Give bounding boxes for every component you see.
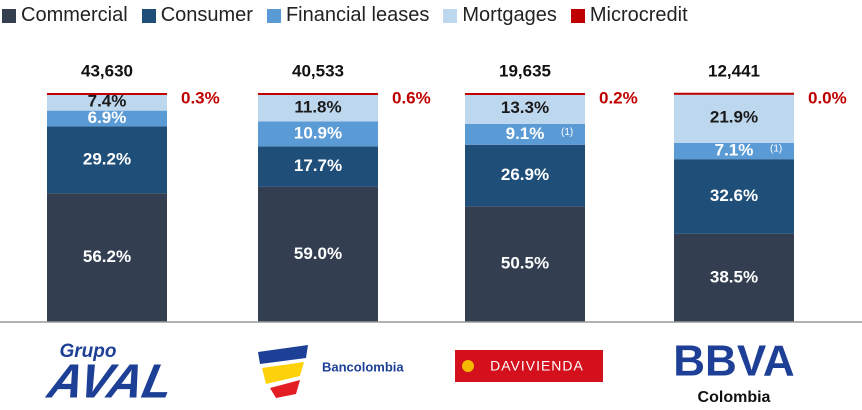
data-label: 7.1% [715, 141, 754, 160]
data-label: 59.0% [294, 244, 342, 263]
data-label: 13.3% [501, 98, 549, 117]
legend-label: Commercial [21, 4, 128, 26]
data-label: 50.5% [501, 254, 549, 273]
logo-text: AVAL [42, 355, 178, 408]
legend-swatch [266, 8, 281, 23]
bar-segment [47, 93, 167, 111]
legend-item: Microcredit [570, 4, 688, 27]
logo-shape [270, 380, 300, 398]
logo-shape [455, 350, 603, 382]
bar-segment [674, 142, 794, 160]
legend-swatch [141, 8, 156, 23]
bar-segment [674, 92, 794, 143]
bar-segment [674, 233, 794, 322]
logo-shape [462, 360, 474, 372]
bar-segment [465, 93, 585, 95]
logo-shape [258, 345, 308, 364]
data-label: 0.2% [599, 88, 638, 107]
logo-text: Colombia [698, 389, 771, 406]
bar-segment [674, 92, 794, 95]
data-label: 56.2% [83, 247, 131, 266]
footnote-mark: (1) [770, 144, 782, 155]
legend-item: Financial leases [266, 4, 430, 27]
bar-segment [674, 159, 794, 234]
bar-segment [47, 126, 167, 194]
logo-text: Grupo [60, 341, 117, 362]
bar-segment [258, 121, 378, 147]
data-label: 9.1% [506, 124, 545, 143]
bar-segment [465, 123, 585, 145]
legend-label: Mortgages [462, 4, 557, 26]
bar-segment [258, 186, 378, 322]
bar-segment [47, 110, 167, 127]
footnote-mark: (1) [561, 127, 573, 138]
data-label: 7.4% [88, 92, 127, 111]
legend-label: Consumer [160, 4, 253, 26]
logo-shape [262, 362, 304, 384]
logo-text: Bancolombia [322, 359, 404, 374]
total-label: 40,533 [292, 61, 344, 80]
legend: Commercial Consumer Financial leases Mortga… [2, 4, 688, 27]
legend-label: Financial leases [285, 4, 430, 26]
data-label: 10.9% [294, 123, 342, 142]
total-label: 19,635 [499, 61, 551, 80]
logo-text: DAVIVIENDA [490, 358, 584, 374]
data-label: 0.0% [808, 88, 847, 107]
data-label: 21.9% [710, 107, 758, 126]
bar-segment [47, 93, 167, 95]
data-label: 26.9% [501, 165, 549, 184]
bar-segment [258, 93, 378, 95]
data-label: 6.9% [88, 108, 127, 127]
logo-text: BBVA [673, 337, 794, 386]
total-label: 43,630 [81, 61, 133, 80]
legend-item: Consumer [141, 4, 253, 27]
bar-segment [258, 94, 378, 122]
bar-segment [465, 206, 585, 322]
data-label: 32.6% [710, 186, 758, 205]
data-label: 0.6% [392, 88, 431, 107]
bar-segment [465, 93, 585, 124]
legend-item: Mortgages [443, 4, 557, 27]
legend-swatch [570, 8, 585, 23]
data-label: 11.8% [294, 97, 341, 116]
total-label: 12,441 [708, 61, 760, 80]
legend-item: Commercial [2, 4, 128, 27]
legend-swatch [443, 8, 458, 23]
bar-segment [258, 146, 378, 187]
legend-label: Microcredit [589, 4, 688, 26]
data-label: 17.7% [294, 156, 342, 175]
bar-segment [47, 193, 167, 322]
bar-segment [465, 144, 585, 207]
data-label: 29.2% [83, 149, 131, 168]
legend-swatch [2, 8, 16, 23]
data-label: 0.3% [181, 88, 220, 107]
data-label: 38.5% [710, 267, 758, 286]
